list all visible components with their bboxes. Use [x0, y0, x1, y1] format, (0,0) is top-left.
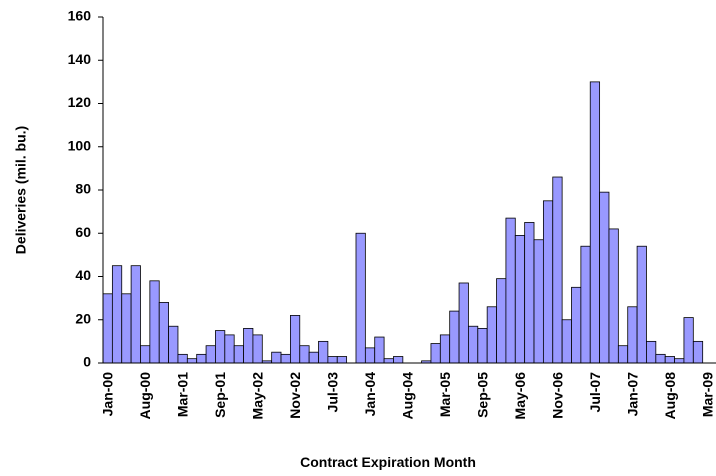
x-tick-label: Jan-04	[362, 372, 378, 417]
bar	[271, 351, 282, 364]
bar	[589, 81, 601, 364]
bar	[674, 358, 685, 364]
bar	[355, 232, 366, 364]
bar	[215, 330, 226, 364]
bar	[599, 191, 610, 364]
bar	[383, 358, 394, 364]
bar	[692, 340, 704, 364]
bar	[205, 345, 216, 364]
y-tick-label: 140	[68, 51, 92, 67]
bar	[308, 351, 319, 364]
bar	[486, 306, 497, 364]
x-tick-label: Sep-01	[212, 372, 228, 418]
bar	[655, 353, 666, 364]
bar	[130, 265, 141, 364]
bar	[168, 325, 179, 364]
bar	[608, 228, 619, 364]
bar	[196, 353, 207, 364]
bar	[505, 217, 516, 364]
bar	[364, 347, 376, 364]
bar	[636, 245, 647, 364]
bar	[542, 200, 554, 364]
bar	[318, 340, 329, 364]
bar	[280, 353, 291, 364]
bar	[468, 325, 479, 364]
bar	[289, 315, 301, 364]
bar	[458, 282, 469, 364]
y-tick-label: 100	[68, 137, 92, 153]
bar	[299, 345, 310, 364]
bar	[646, 340, 657, 364]
x-tick-label: Mar-09	[699, 372, 715, 417]
bar	[430, 343, 441, 364]
x-tick-label: Aug-00	[137, 372, 153, 420]
bar	[140, 345, 151, 364]
bar	[374, 336, 385, 364]
y-tick-label: 60	[75, 224, 91, 240]
bar	[336, 356, 348, 364]
bar	[617, 345, 629, 364]
x-tick-label: Jan-07	[624, 372, 640, 417]
bar	[111, 265, 123, 364]
bar	[627, 306, 638, 364]
bar	[683, 317, 694, 364]
bar	[121, 293, 132, 364]
bar	[533, 239, 544, 364]
bar	[580, 245, 591, 364]
bar	[149, 280, 160, 364]
bar	[449, 310, 460, 364]
x-tick-label: Sep-05	[474, 372, 490, 418]
bar	[177, 353, 188, 364]
bar	[514, 235, 526, 364]
y-tick-label: 80	[75, 181, 91, 197]
y-tick-label: 20	[75, 310, 91, 326]
y-tick-label: 0	[83, 354, 91, 370]
bar	[561, 319, 572, 364]
bar	[102, 293, 113, 364]
bar	[439, 334, 451, 364]
bar	[571, 286, 582, 364]
x-tick-label: Mar-01	[175, 372, 191, 417]
bar	[186, 358, 198, 364]
x-tick-label: May-06	[512, 372, 528, 420]
bar	[243, 327, 254, 364]
x-axis-label: Contract Expiration Month	[300, 454, 476, 470]
y-axis-label: Deliveries (mil. bu.)	[13, 126, 29, 254]
bar	[524, 222, 535, 364]
bar	[552, 176, 563, 364]
x-tick-label: Jul-07	[587, 372, 603, 413]
y-tick-label: 120	[68, 94, 92, 110]
x-tick-label: Nov-06	[549, 372, 565, 419]
bar	[393, 356, 404, 364]
bar	[496, 278, 507, 364]
bar	[327, 356, 338, 364]
x-tick-label: Jan-00	[100, 372, 116, 417]
bar	[477, 327, 488, 364]
bar	[224, 334, 235, 364]
x-tick-label: May-02	[250, 372, 266, 420]
x-tick-label: Jul-03	[325, 372, 341, 413]
bar	[158, 302, 169, 364]
x-tick-label: Aug-08	[662, 372, 678, 420]
bar	[252, 334, 263, 364]
x-tick-label: Aug-04	[400, 372, 416, 420]
x-tick-label: Nov-02	[287, 372, 303, 419]
x-tick-label: Mar-05	[437, 372, 453, 417]
bar	[233, 345, 244, 364]
y-tick-label: 40	[75, 267, 91, 283]
bar	[664, 356, 675, 364]
y-tick-label: 160	[68, 8, 92, 24]
